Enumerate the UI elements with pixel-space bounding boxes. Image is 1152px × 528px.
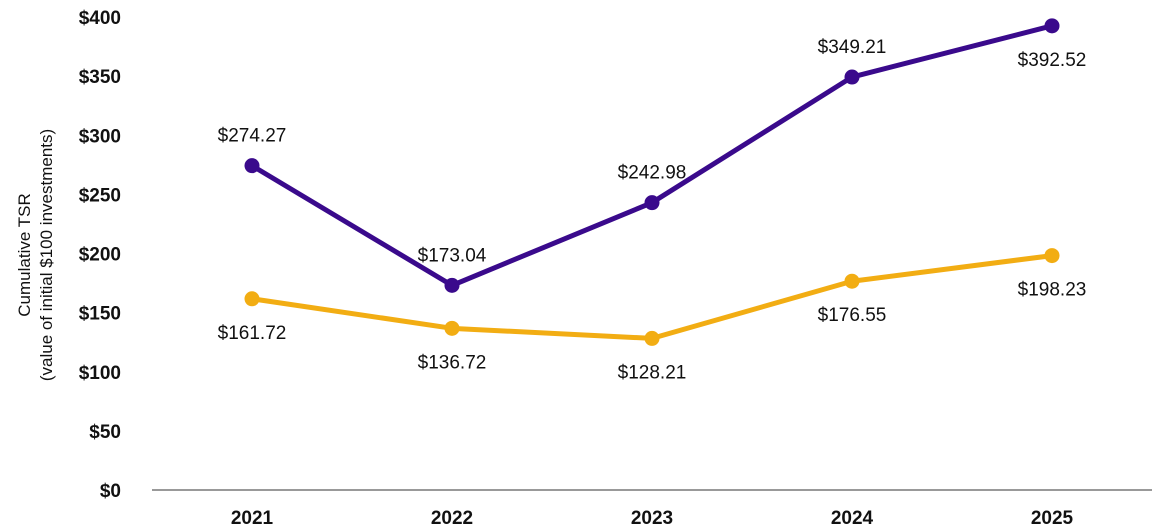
series-line: [249, 253, 1055, 341]
y-axis-ticks: $0 $50 $100 $150 $200 $250 $300 $350 $400: [79, 8, 121, 502]
data-label: $274.27: [218, 126, 287, 147]
y-tick-label: $250: [79, 185, 121, 206]
x-tick-label: 2021: [231, 508, 274, 528]
series-line: [249, 23, 1055, 288]
x-tick-label: 2023: [631, 508, 673, 528]
series-2: $161.72 $136.72 $128.21 $176.55 $198.23: [218, 248, 1087, 383]
data-point: [844, 273, 860, 289]
data-label: $161.72: [218, 323, 287, 344]
x-tick-label: 2024: [831, 508, 874, 528]
y-tick-label: $0: [100, 481, 121, 502]
y-tick-label: $100: [79, 363, 121, 384]
data-point: [644, 330, 660, 346]
y-axis-title-line2: (value of initial $100 investments): [37, 129, 56, 381]
data-point: [444, 277, 460, 293]
y-axis-title: Cumulative TSR (value of initial $100 in…: [15, 129, 56, 381]
data-label: $176.55: [818, 305, 887, 326]
data-label: $392.52: [1018, 50, 1087, 71]
x-axis-ticks: 2021 2022 2023 2024 2025: [231, 508, 1074, 528]
y-tick-label: $400: [79, 8, 121, 29]
x-tick-label: 2022: [431, 508, 473, 528]
data-point: [244, 291, 260, 307]
series-1: $274.27 $173.04 $242.98 $349.21 $392.52: [218, 18, 1087, 293]
data-label: $242.98: [618, 163, 687, 184]
data-label: $198.23: [1018, 280, 1087, 301]
y-tick-label: $350: [79, 67, 121, 88]
data-point: [244, 158, 260, 174]
data-point: [844, 69, 860, 85]
y-tick-label: $200: [79, 245, 121, 266]
x-tick-label: 2025: [1031, 508, 1074, 528]
y-tick-label: $50: [89, 422, 121, 443]
data-point: [444, 320, 460, 336]
y-axis-title-line1: Cumulative TSR: [15, 193, 34, 316]
data-label: $173.04: [418, 245, 487, 266]
series-layer: $274.27 $173.04 $242.98 $349.21 $392.52 $161.…: [218, 18, 1087, 383]
data-point: [644, 195, 660, 211]
data-label: $128.21: [618, 362, 687, 383]
data-point: [1044, 18, 1060, 34]
data-label: $349.21: [818, 37, 887, 58]
data-point: [1044, 248, 1060, 264]
data-label: $136.72: [418, 352, 487, 373]
y-tick-label: $300: [79, 126, 121, 147]
y-tick-label: $150: [79, 304, 121, 325]
